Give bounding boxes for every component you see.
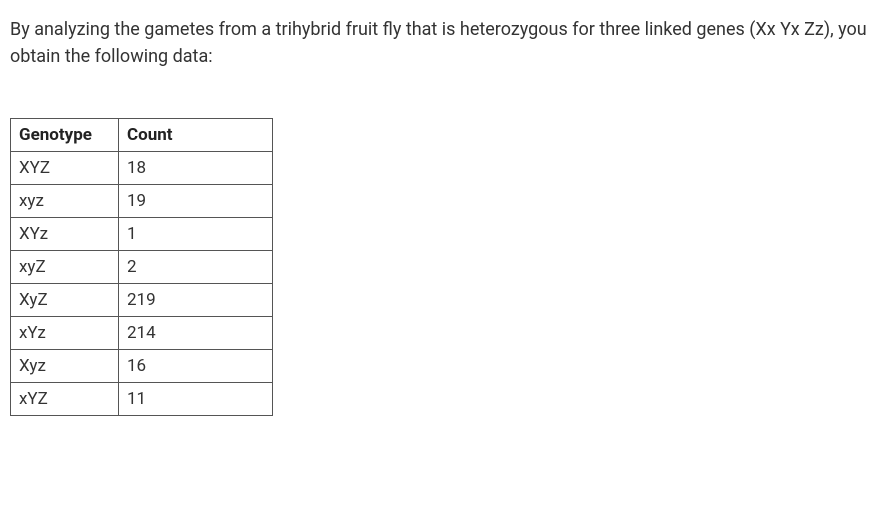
- table-header-row: Genotype Count: [11, 119, 273, 152]
- genotype-count-table: Genotype Count XYZ 18 xyz 19 XYz 1 xyZ 2…: [10, 118, 273, 416]
- count-cell: 219: [119, 284, 273, 317]
- table-row: xyz 19: [11, 185, 273, 218]
- question-text: By analyzing the gametes from a trihybri…: [10, 16, 881, 70]
- table-row: xYZ 11: [11, 383, 273, 416]
- count-cell: 18: [119, 152, 273, 185]
- genotype-cell: xYz: [11, 317, 119, 350]
- table-row: XYZ 18: [11, 152, 273, 185]
- count-cell: 1: [119, 218, 273, 251]
- genotype-cell: xyz: [11, 185, 119, 218]
- column-header-genotype: Genotype: [11, 119, 119, 152]
- column-header-count: Count: [119, 119, 273, 152]
- table-row: Xyz 16: [11, 350, 273, 383]
- genotype-cell: XyZ: [11, 284, 119, 317]
- table-row: XyZ 219: [11, 284, 273, 317]
- genotype-cell: xyZ: [11, 251, 119, 284]
- count-cell: 214: [119, 317, 273, 350]
- table-row: xYz 214: [11, 317, 273, 350]
- count-cell: 2: [119, 251, 273, 284]
- genotype-cell: Xyz: [11, 350, 119, 383]
- genotype-cell: XYz: [11, 218, 119, 251]
- genotype-cell: xYZ: [11, 383, 119, 416]
- count-cell: 19: [119, 185, 273, 218]
- count-cell: 11: [119, 383, 273, 416]
- table-row: xyZ 2: [11, 251, 273, 284]
- table-row: XYz 1: [11, 218, 273, 251]
- count-cell: 16: [119, 350, 273, 383]
- genotype-cell: XYZ: [11, 152, 119, 185]
